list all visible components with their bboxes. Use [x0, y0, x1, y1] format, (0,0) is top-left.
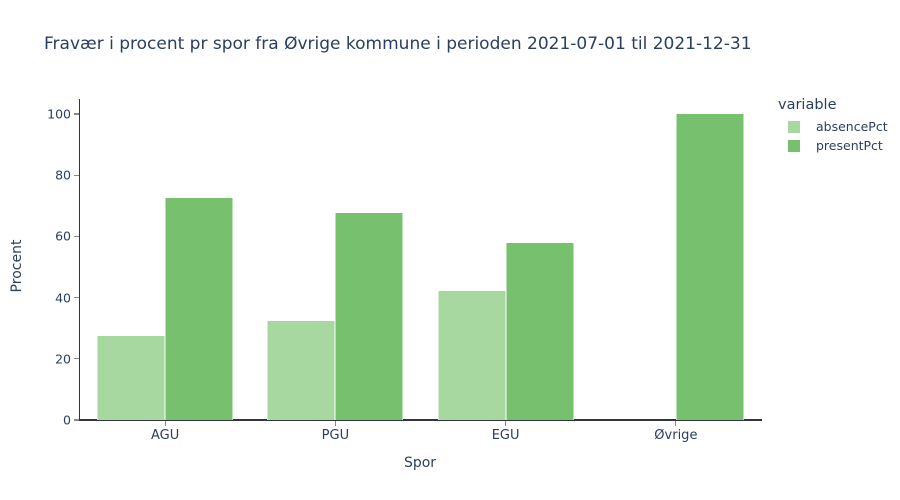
legend-item-label: absencePct [816, 119, 888, 134]
x-tick-label-øvrige: Øvrige [654, 428, 698, 443]
legend-item-absencePct[interactable]: absencePct [770, 117, 888, 136]
y-tick-label: 100 [47, 106, 71, 122]
bar-absencePct-egu[interactable] [437, 290, 506, 420]
bar-presentPct-pgu[interactable] [335, 212, 404, 420]
y-tick-label: 80 [55, 167, 71, 183]
x-tick-label-pgu: PGU [321, 428, 350, 443]
x-tick-mark [164, 421, 166, 426]
x-axis-line [78, 419, 762, 421]
y-tick-mark [74, 297, 79, 299]
legend-items: absencePct presentPct [770, 117, 888, 155]
y-tick-label: 40 [55, 290, 71, 306]
bar-presentPct-egu[interactable] [505, 243, 574, 420]
x-tick-label-agu: AGU [150, 428, 180, 443]
y-tick-mark [74, 358, 79, 360]
bar-absencePct-agu[interactable] [97, 336, 166, 420]
legend-item-presentPct[interactable]: presentPct [770, 136, 888, 155]
legend-swatch-presentPct [788, 139, 800, 152]
y-axis-line [78, 99, 81, 421]
y-tick-mark [74, 419, 79, 421]
y-axis-title: Procent [9, 239, 25, 293]
y-tick-mark [74, 113, 79, 115]
x-tick-mark [334, 421, 336, 426]
y-tick-mark [74, 235, 79, 238]
legend: variable absencePct presentPct [770, 97, 888, 155]
bar-absencePct-pgu[interactable] [267, 321, 336, 420]
legend-item-label: presentPct [816, 138, 883, 153]
y-tick-label: 60 [55, 228, 71, 244]
x-tick-mark [675, 421, 677, 426]
chart-title: Fravær i procent pr spor fra Øvrige komm… [44, 34, 752, 54]
y-tick-label: 20 [55, 351, 71, 367]
legend-swatch-absencePct [788, 120, 800, 133]
bar-presentPct-agu[interactable] [165, 197, 234, 420]
y-tick-mark [74, 174, 79, 176]
y-tick-label: 0 [63, 412, 71, 428]
x-tick-mark [505, 421, 507, 426]
bar-presentPct-øvrige[interactable] [675, 114, 744, 420]
x-axis-title: Spor [403, 455, 437, 471]
legend-title: variable [778, 97, 837, 113]
x-tick-label-egu: EGU [491, 428, 520, 443]
